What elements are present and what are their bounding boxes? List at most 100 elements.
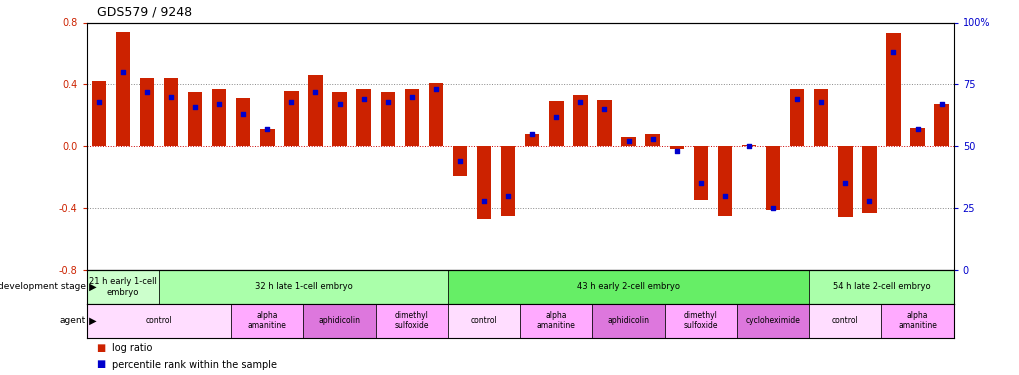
Text: 54 h late 2-cell embryo: 54 h late 2-cell embryo: [832, 282, 929, 291]
Text: ■: ■: [97, 360, 109, 369]
Bar: [910, 128, 924, 146]
Point: [812, 99, 828, 105]
Bar: [933, 105, 948, 146]
Text: aphidicolin: aphidicolin: [607, 316, 649, 325]
Text: development stage: development stage: [0, 282, 86, 291]
Text: control: control: [832, 316, 858, 325]
Text: 32 h late 1-cell embryo: 32 h late 1-cell embryo: [255, 282, 352, 291]
Point: [692, 180, 708, 186]
Text: alpha
amanitine: alpha amanitine: [536, 311, 575, 330]
Text: dimethyl
sulfoxide: dimethyl sulfoxide: [394, 311, 429, 330]
Bar: [548, 101, 564, 146]
Point: [356, 96, 372, 102]
Bar: [668, 146, 684, 149]
Bar: [500, 146, 515, 216]
Bar: [380, 92, 394, 146]
Bar: [736, 304, 808, 338]
Text: dimethyl
sulfoxide: dimethyl sulfoxide: [683, 311, 717, 330]
Bar: [375, 304, 447, 338]
Point: [259, 126, 275, 132]
Text: 21 h early 1-cell
embryо: 21 h early 1-cell embryо: [89, 277, 157, 297]
Point: [620, 138, 636, 144]
Point: [427, 86, 443, 92]
Text: 43 h early 2-cell embryo: 43 h early 2-cell embryo: [577, 282, 680, 291]
Text: alpha
amanitine: alpha amanitine: [248, 311, 286, 330]
Bar: [664, 304, 736, 338]
Bar: [886, 33, 900, 146]
Point: [572, 99, 588, 105]
Point: [139, 89, 155, 95]
Point: [451, 158, 468, 164]
Bar: [520, 304, 592, 338]
Bar: [741, 145, 755, 146]
Bar: [284, 91, 299, 146]
Bar: [447, 270, 808, 304]
Bar: [621, 137, 635, 146]
Text: log ratio: log ratio: [112, 343, 153, 352]
Bar: [356, 89, 371, 146]
Bar: [813, 89, 827, 146]
Bar: [597, 100, 611, 146]
Bar: [235, 98, 251, 146]
Bar: [87, 270, 159, 304]
Text: ▶: ▶: [86, 282, 96, 292]
Bar: [212, 89, 226, 146]
Text: GDS579 / 9248: GDS579 / 9248: [97, 6, 192, 19]
Text: ■: ■: [97, 343, 109, 352]
Bar: [645, 134, 659, 146]
Point: [404, 94, 420, 100]
Point: [91, 99, 107, 105]
Point: [547, 114, 564, 120]
Bar: [304, 304, 375, 338]
Point: [596, 106, 612, 112]
Point: [234, 111, 251, 117]
Bar: [87, 304, 231, 338]
Text: control: control: [470, 316, 497, 325]
Bar: [789, 89, 804, 146]
Point: [379, 99, 395, 105]
Text: ▶: ▶: [86, 316, 96, 326]
Bar: [405, 89, 419, 146]
Bar: [260, 129, 274, 146]
Point: [186, 104, 203, 110]
Bar: [880, 304, 953, 338]
Text: alpha
amanitine: alpha amanitine: [898, 311, 936, 330]
Bar: [808, 304, 880, 338]
Bar: [693, 146, 707, 200]
Point: [331, 101, 347, 107]
Bar: [159, 270, 447, 304]
Point: [499, 193, 516, 199]
Point: [884, 49, 901, 55]
Bar: [231, 304, 304, 338]
Point: [909, 126, 925, 132]
Point: [476, 198, 492, 204]
Point: [764, 205, 781, 211]
Bar: [525, 134, 539, 146]
Point: [789, 96, 805, 102]
Point: [740, 143, 756, 149]
Bar: [115, 32, 130, 146]
Point: [163, 94, 179, 100]
Point: [211, 101, 227, 107]
Bar: [164, 78, 178, 146]
Point: [716, 193, 733, 199]
Point: [932, 101, 949, 107]
Point: [307, 89, 323, 95]
Bar: [838, 146, 852, 218]
Text: percentile rank within the sample: percentile rank within the sample: [112, 360, 277, 369]
Point: [837, 180, 853, 186]
Bar: [92, 81, 106, 146]
Point: [667, 148, 684, 154]
Bar: [332, 92, 346, 146]
Bar: [765, 146, 780, 210]
Bar: [447, 304, 520, 338]
Bar: [477, 146, 491, 219]
Bar: [428, 83, 442, 146]
Bar: [573, 95, 587, 146]
Bar: [592, 304, 664, 338]
Point: [114, 69, 130, 75]
Point: [524, 131, 540, 137]
Text: control: control: [146, 316, 172, 325]
Bar: [717, 146, 732, 216]
Bar: [308, 75, 322, 146]
